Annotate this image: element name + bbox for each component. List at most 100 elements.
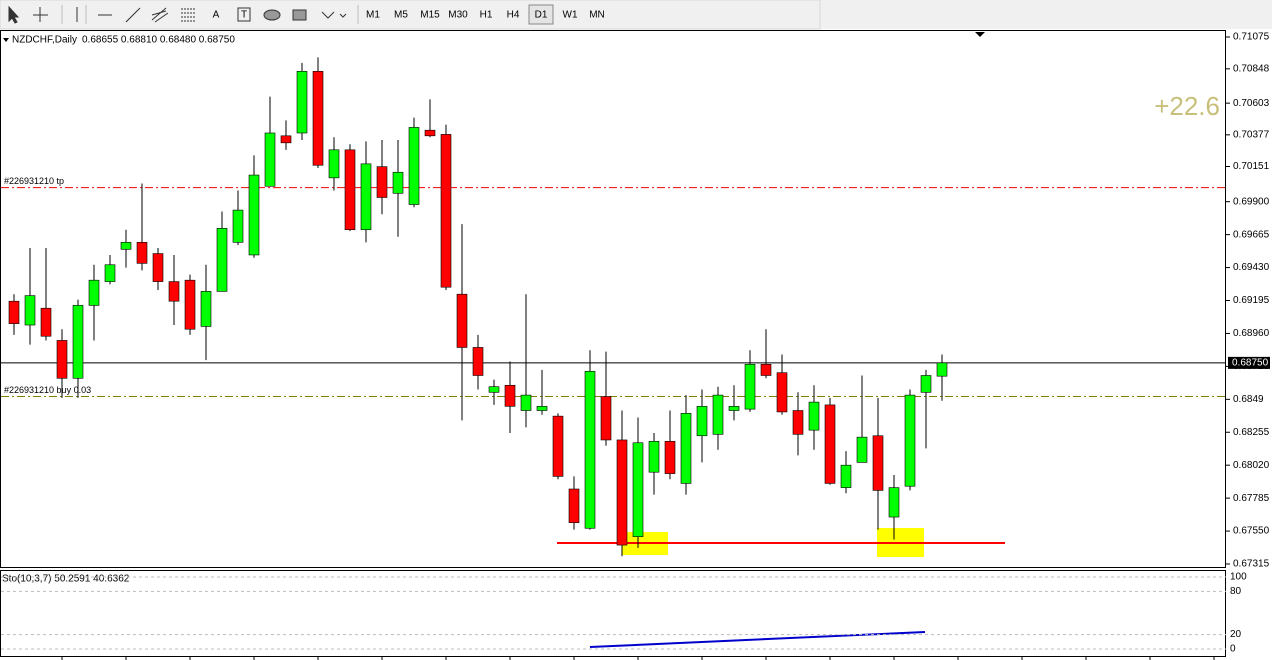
candle-body bbox=[504, 384, 516, 407]
ellipse-icon[interactable] bbox=[263, 9, 281, 21]
timeframe-button[interactable]: W1 bbox=[563, 10, 578, 21]
timeframe-active bbox=[528, 4, 554, 25]
candle-body bbox=[72, 305, 84, 379]
candle-body bbox=[120, 242, 132, 250]
indicator-tick-label: 80 bbox=[1230, 586, 1242, 597]
y-tick-label: 0.69665 bbox=[1233, 229, 1270, 240]
y-tick-label: 0.70603 bbox=[1233, 98, 1270, 109]
candle-body bbox=[552, 415, 564, 477]
candle-body bbox=[536, 406, 548, 411]
candle-body bbox=[152, 253, 164, 282]
timeframe-button[interactable]: M5 bbox=[394, 10, 408, 21]
label-icon[interactable] bbox=[237, 7, 251, 22]
text-label-icon[interactable]: T bbox=[241, 10, 247, 21]
timeframe-bar: M1 M5 M15 M30 H1 H4 D1 W1 MN bbox=[366, 4, 605, 25]
candle-body bbox=[648, 441, 660, 473]
y-tick-label: 0.69430 bbox=[1233, 262, 1270, 273]
candle-body bbox=[600, 396, 612, 441]
y-tick-label: 0.68255 bbox=[1233, 427, 1270, 438]
fibo-icon[interactable] bbox=[181, 8, 195, 22]
candle-body bbox=[872, 435, 884, 491]
candle-body bbox=[216, 228, 228, 292]
timeframe-button[interactable]: MN bbox=[589, 10, 605, 21]
candle-body bbox=[184, 279, 196, 330]
toolbar-icons bbox=[8, 5, 347, 24]
candle-body bbox=[488, 386, 500, 393]
indicator-tick-label: 20 bbox=[1230, 629, 1242, 640]
candle-body bbox=[680, 413, 692, 484]
candle-body bbox=[712, 394, 724, 435]
candle-body bbox=[792, 410, 804, 435]
candle-body bbox=[360, 163, 372, 231]
candle-body bbox=[904, 394, 916, 487]
text-tool-icon[interactable]: A bbox=[213, 10, 220, 21]
y-tick-label: 0.71075 bbox=[1233, 32, 1270, 43]
candle-body bbox=[584, 370, 596, 529]
candle-body bbox=[40, 307, 52, 337]
candle-body bbox=[456, 293, 468, 348]
y-tick-label: 0.70151 bbox=[1233, 161, 1270, 172]
y-tick-label: 0.68020 bbox=[1233, 460, 1270, 471]
candle-body bbox=[760, 363, 772, 376]
candle-body bbox=[616, 439, 628, 546]
rect-icon[interactable] bbox=[292, 9, 307, 21]
indicator-tick-label: 100 bbox=[1230, 572, 1247, 583]
candle-body bbox=[424, 129, 436, 137]
timeframe-button[interactable]: D1 bbox=[535, 10, 548, 21]
timeframe-button[interactable]: H1 bbox=[480, 10, 493, 21]
candle-body bbox=[232, 209, 244, 243]
order-level-label: #226931210 tp bbox=[4, 176, 64, 186]
trendline-icon[interactable] bbox=[125, 7, 141, 23]
y-tick-label: 0.70848 bbox=[1233, 63, 1270, 74]
current-price-label: 0.68750 bbox=[1232, 358, 1269, 369]
profit-label: +22.6 bbox=[1154, 91, 1220, 121]
timeframe-button[interactable]: M30 bbox=[448, 10, 468, 21]
indicator-tick-label: 0 bbox=[1230, 644, 1236, 655]
y-tick-label: 0.6849 bbox=[1233, 394, 1264, 405]
candle-body bbox=[136, 242, 148, 264]
candle-body bbox=[280, 135, 292, 144]
candle-body bbox=[248, 174, 260, 256]
candle-body bbox=[24, 295, 36, 326]
y-tick-label: 0.69900 bbox=[1233, 196, 1270, 207]
candle-body bbox=[920, 375, 932, 393]
timeframe-button[interactable]: M1 bbox=[366, 10, 380, 21]
candle-body bbox=[888, 487, 900, 518]
candle-body bbox=[56, 340, 68, 379]
candle-body bbox=[312, 71, 324, 166]
candle-body bbox=[664, 441, 676, 474]
candle-body bbox=[696, 406, 708, 437]
order-level-label: #226931210 buy 0.03 bbox=[4, 385, 91, 395]
candle-body bbox=[840, 464, 852, 488]
candle-body bbox=[408, 127, 420, 205]
candle-body bbox=[440, 134, 452, 288]
candle-body bbox=[744, 363, 756, 410]
y-tick-label: 0.67550 bbox=[1233, 526, 1270, 537]
arrows-icon[interactable] bbox=[321, 11, 347, 19]
candle-body bbox=[856, 436, 868, 463]
channel-icon[interactable] bbox=[151, 7, 169, 23]
chart-window bbox=[0, 30, 1226, 568]
candle-body bbox=[344, 149, 356, 231]
cursor-icon[interactable] bbox=[8, 5, 20, 24]
candle-body bbox=[104, 264, 116, 282]
crosshair-icon[interactable] bbox=[33, 7, 48, 22]
timeframe-button[interactable]: M15 bbox=[420, 10, 440, 21]
indicator-trendline bbox=[589, 631, 926, 648]
candle-body bbox=[728, 406, 740, 411]
indicator-window bbox=[0, 570, 1226, 657]
candle-body bbox=[392, 171, 404, 194]
timeframe-button[interactable]: H4 bbox=[507, 10, 520, 21]
candle-body bbox=[264, 132, 276, 187]
candle-body bbox=[520, 394, 532, 411]
candle-body bbox=[8, 300, 20, 324]
candle-body bbox=[472, 347, 484, 376]
header-quote: 0.68655 0.68810 0.68480 0.68750 bbox=[82, 35, 235, 46]
toolbar-separators bbox=[61, 5, 359, 24]
toolbar-panel bbox=[0, 0, 821, 30]
y-tick-label: 0.70377 bbox=[1233, 129, 1270, 140]
candle-body bbox=[296, 71, 308, 134]
y-tick-label: 0.68960 bbox=[1233, 328, 1270, 339]
